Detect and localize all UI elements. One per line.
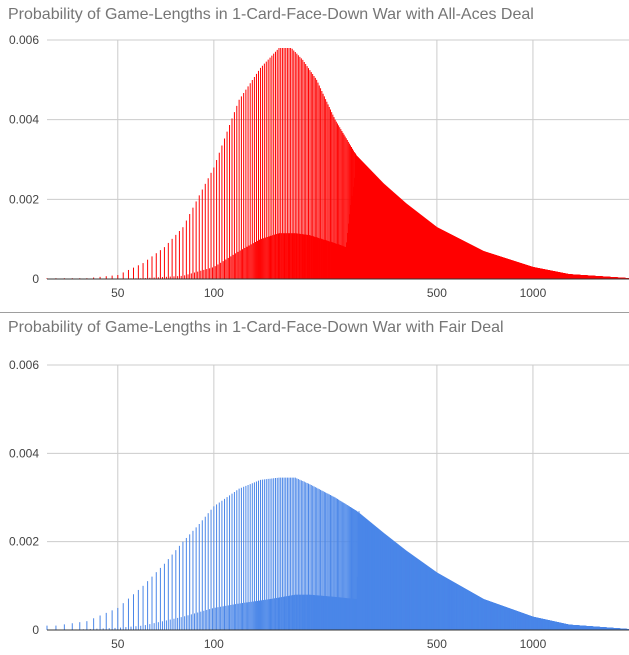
x-tick-label: 50 [111, 286, 125, 300]
chart-plot: 0 0.002 0.004 0.006 50 100 500 1000 [9, 33, 629, 300]
y-tick-label: 0.002 [9, 192, 39, 206]
bar-series [46, 477, 629, 630]
y-tick-label: 0.002 [9, 535, 39, 549]
chart-title: Probability of Game-Lengths in 1-Card-Fa… [8, 319, 504, 336]
x-tick-label: 100 [204, 286, 224, 300]
y-tick-label: 0.006 [9, 358, 39, 372]
chart-panel-fair-deal: Probability of Game-Lengths in 1-Card-Fa… [0, 313, 629, 655]
divider [0, 312, 629, 313]
y-tick-label: 0.004 [9, 446, 39, 460]
x-tick-label: 500 [427, 637, 447, 651]
x-tick-label: 50 [111, 637, 125, 651]
x-tick-label: 1000 [520, 286, 547, 300]
y-tick-label: 0.006 [9, 33, 39, 47]
x-tick-label: 100 [204, 637, 224, 651]
chart-panel-all-aces: Probability of Game-Lengths in 1-Card-Fa… [0, 0, 629, 313]
bar-series [46, 47, 629, 279]
chart-title: Probability of Game-Lengths in 1-Card-Fa… [8, 6, 534, 23]
chart-plot: 0 0.002 0.004 0.006 50 100 500 1000 [9, 358, 629, 651]
y-tick-label: 0.004 [9, 113, 39, 127]
y-tick-label: 0 [32, 623, 39, 637]
y-tick-label: 0 [32, 272, 39, 286]
x-tick-label: 500 [427, 286, 447, 300]
x-tick-label: 1000 [520, 637, 547, 651]
